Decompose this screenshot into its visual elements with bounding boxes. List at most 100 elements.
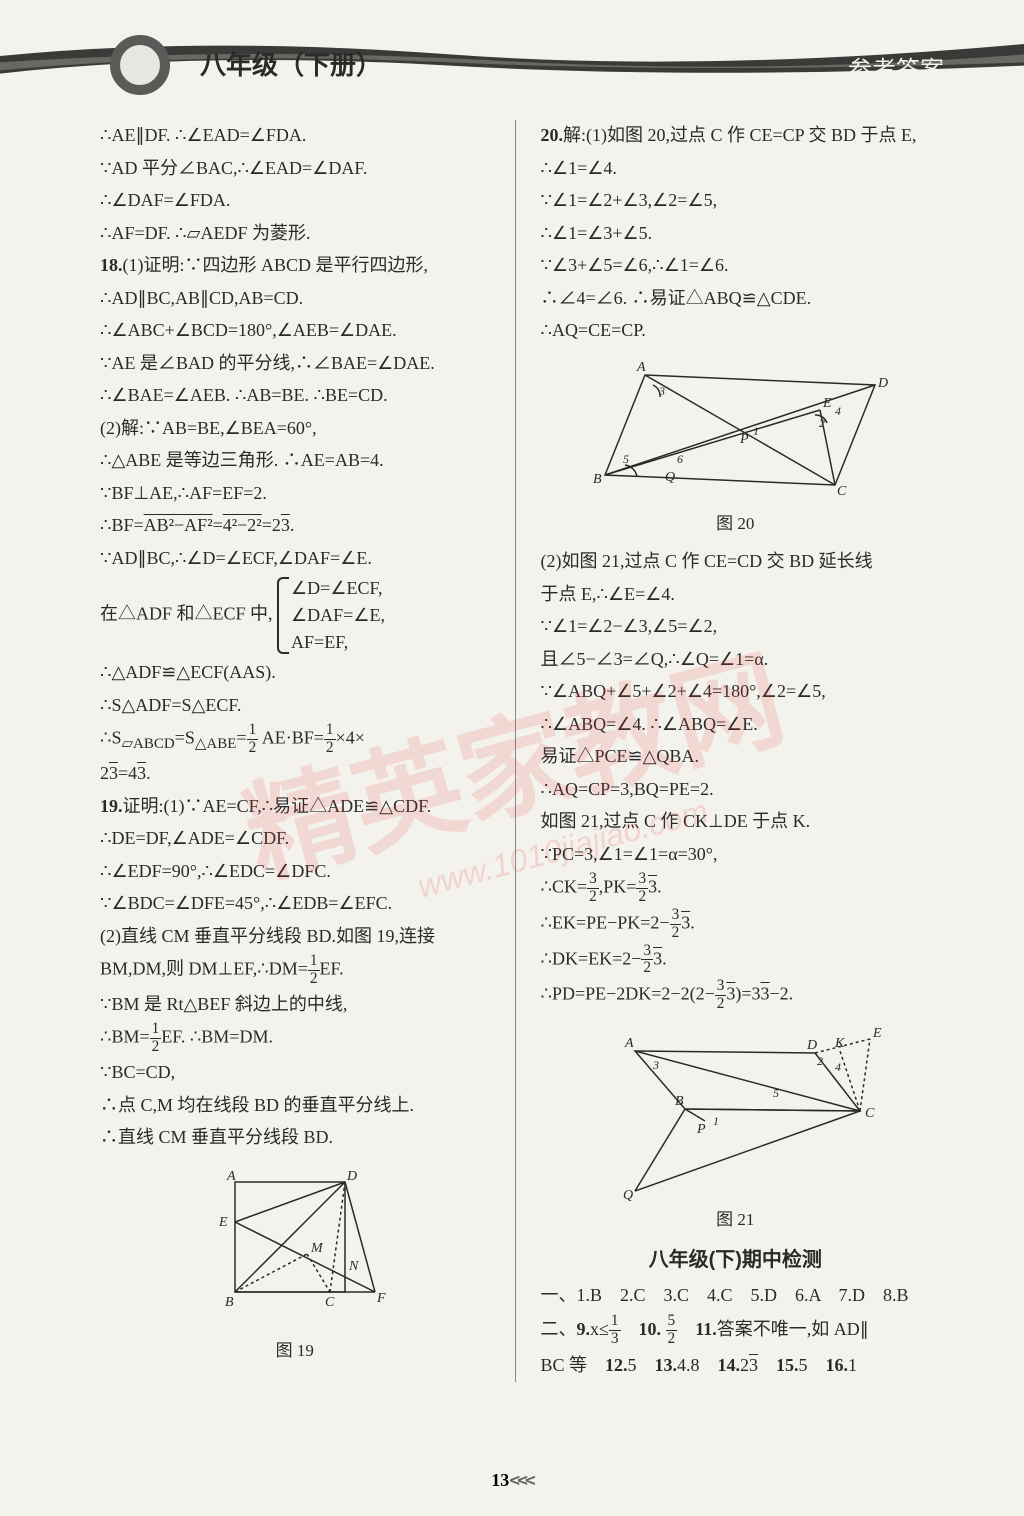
text-line: ∴△ABE 是等边三角形. ∴AE=AB=4. [100,445,490,477]
formula-line: ∴CK=32,PK=323. [541,871,931,906]
svg-text:2: 2 [819,416,825,430]
svg-text:A: A [226,1169,236,1184]
svg-text:3: 3 [658,384,665,398]
formula-line: ∴DK=EK=2−323. [541,943,931,978]
brace-icon: ∠D=∠ECF, ∠DAF=∠E, AF=EF, [277,575,385,656]
system-item: ∠DAF=∠E, [291,602,385,629]
figure-19: A D E B C F M N 图 19 [100,1162,490,1366]
svg-text:5: 5 [623,452,629,466]
text-line: 于点 E,∴∠E=∠4. [541,579,931,611]
text-line: ∴△ADF≌△ECF(AAS). [100,657,490,689]
text-line: 20.解:(1)如图 20,过点 C 作 CE=CP 交 BD 于点 E, [541,120,931,152]
svg-text:N: N [348,1259,359,1274]
svg-text:C: C [325,1295,335,1310]
svg-text:M: M [310,1241,324,1256]
text-line: ∴AQ=CE=CP. [541,315,931,347]
answer-row: 二、9.x≤13 10. 52 11.答案不唯一,如 AD∥ [541,1312,931,1348]
text-line: ∴∠1=∠3+∠5. [541,218,931,250]
svg-text:4: 4 [835,404,841,418]
text-line: ∵AE 是∠BAD 的平分线,∴∠BAE=∠DAE. [100,348,490,380]
text-line: ∴AQ=CP=3,BQ=PE=2. [541,774,931,806]
text-line: ∴∠DAF=∠FDA. [100,185,490,217]
svg-text:F: F [376,1291,386,1306]
svg-text:1: 1 [753,424,759,438]
svg-text:B: B [225,1295,234,1310]
right-column: 20.解:(1)如图 20,过点 C 作 CE=CP 交 BD 于点 E, ∴∠… [541,120,931,1382]
svg-text:C: C [837,484,847,499]
figure-label: 图 19 [100,1336,490,1366]
page-arrows-icon: <<< [509,1470,533,1491]
formula-line: ∴BM=12EF. ∴BM=DM. [100,1021,490,1056]
page-number: 13<<< [491,1470,533,1491]
svg-text:D: D [346,1169,357,1184]
system-item: AF=EF, [291,629,385,656]
text-line: ∵AD 平分∠BAC,∴∠EAD=∠DAF. [100,153,490,185]
text-line: ∴∠BAE=∠AEB. ∴AB=BE. ∴BE=CD. [100,380,490,412]
svg-text:2: 2 [817,1054,823,1068]
figure-21: AD BC EK PQ 1 2 3 4 5 图 21 [541,1021,931,1235]
header-grade-title: 八年级（下册） [200,45,382,82]
left-column: ∴AE∥DF. ∴∠EAD=∠FDA. ∵AD 平分∠BAC,∴∠EAD=∠DA… [100,120,490,1382]
svg-text:A: A [636,360,646,375]
figure-label: 图 21 [541,1205,931,1235]
svg-text:Q: Q [665,470,675,485]
text-line: ∴AE∥DF. ∴∠EAD=∠FDA. [100,120,490,152]
svg-text:E: E [218,1215,228,1230]
text-line: ∵∠ABQ+∠5+∠2+∠4=180°,∠2=∠5, [541,676,931,708]
text-line: 易证△PCE≌△QBA. [541,741,931,773]
figure-19-svg: A D E B C F M N [195,1162,395,1332]
svg-text:3: 3 [652,1058,659,1072]
formula-line: ∴EK=PE−PK=2−323. [541,907,931,942]
svg-text:A: A [624,1036,634,1051]
text: 解:(1)如图 20,过点 C 作 CE=CP 交 BD 于点 E, [563,125,917,145]
content-area: ∴AE∥DF. ∴∠EAD=∠FDA. ∵AD 平分∠BAC,∴∠EAD=∠DA… [100,120,930,1382]
text-line: ∵∠1=∠2−∠3,∠5=∠2, [541,611,931,643]
svg-text:D: D [806,1038,817,1053]
svg-text:E: E [872,1026,882,1041]
equation-system: 在△ADF 和△ECF 中, ∠D=∠ECF, ∠DAF=∠E, AF=EF, [100,575,490,656]
text-line: ∴点 C,M 均在线段 BD 的垂直平分线上. [100,1090,490,1122]
text-line: ∵∠3+∠5=∠6,∴∠1=∠6. [541,250,931,282]
midterm-title: 八年级(下)期中检测 [541,1243,931,1278]
svg-text:B: B [675,1094,684,1109]
text-line: ∵∠1=∠2+∠3,∠2=∠5, [541,185,931,217]
svg-text:P: P [696,1122,706,1137]
text-line: (2)解:∵AB=BE,∠BEA=60°, [100,413,490,445]
text: (1)证明:∵四边形 ABCD 是平行四边形, [123,255,429,275]
header-circle-icon [110,35,170,95]
text-line: ∵∠BDC=∠DFE=45°,∴∠EDB=∠EFC. [100,888,490,920]
question-number: 19. [100,796,123,816]
text: 证明:(1)∵AE=CF,∴易证△ADE≌△CDF. [123,796,432,816]
header-answers-title: 参考答案 [848,50,944,85]
svg-text:D: D [877,376,888,391]
figure-21-svg: AD BC EK PQ 1 2 3 4 5 [575,1021,895,1201]
question-number: 18. [100,255,123,275]
page-header: 八年级（下册） 参考答案 [0,0,1024,90]
formula-line: ∴BF=AB²−AF²=4²−2²=23. [100,510,490,542]
svg-text:5: 5 [773,1086,779,1100]
text-line: (2)直线 CM 垂直平分线段 BD.如图 19,连接 [100,921,490,953]
formula-line: ∴PD=PE−2DK=2−2(2−323)=33−2. [541,978,931,1013]
text-line: ∴AF=DF. ∴▱AEDF 为菱形. [100,218,490,250]
svg-text:4: 4 [835,1060,841,1074]
system-prefix: 在△ADF 和△ECF 中, [100,604,273,624]
figure-label: 图 20 [541,509,931,539]
text-line: 18.(1)证明:∵四边形 ABCD 是平行四边形, [100,250,490,282]
text-line: 19.证明:(1)∵AE=CF,∴易证△ADE≌△CDF. [100,791,490,823]
text-line: ∴∠4=∠6. ∴易证△ABQ≌△CDE. [541,283,931,315]
svg-text:C: C [865,1106,875,1121]
formula-line: 23=43. [100,758,490,790]
text-line: ∵BM 是 Rt△BEF 斜边上的中线, [100,989,490,1021]
svg-text:E: E [822,396,832,411]
formula-line: ∴S▱ABCD=S△ABE=12 AE·BF=12×4× [100,722,490,757]
text-line: (2)如图 21,过点 C 作 CE=CD 交 BD 延长线 [541,546,931,578]
svg-text:1: 1 [713,1114,719,1128]
text-line: ∴AD∥BC,AB∥CD,AB=CD. [100,283,490,315]
answer-row: 一、1.B 2.C 3.C 4.C 5.D 6.A 7.D 8.B [541,1278,931,1312]
svg-text:6: 6 [677,452,683,466]
svg-text:Q: Q [623,1188,633,1201]
formula-line: BM,DM,则 DM⊥EF,∴DM=12EF. [100,953,490,988]
text-line: ∴∠1=∠4. [541,153,931,185]
figure-20: AD BC EP Q 1 2 3 4 5 6 图 20 [541,355,931,539]
question-number: 20. [541,125,564,145]
